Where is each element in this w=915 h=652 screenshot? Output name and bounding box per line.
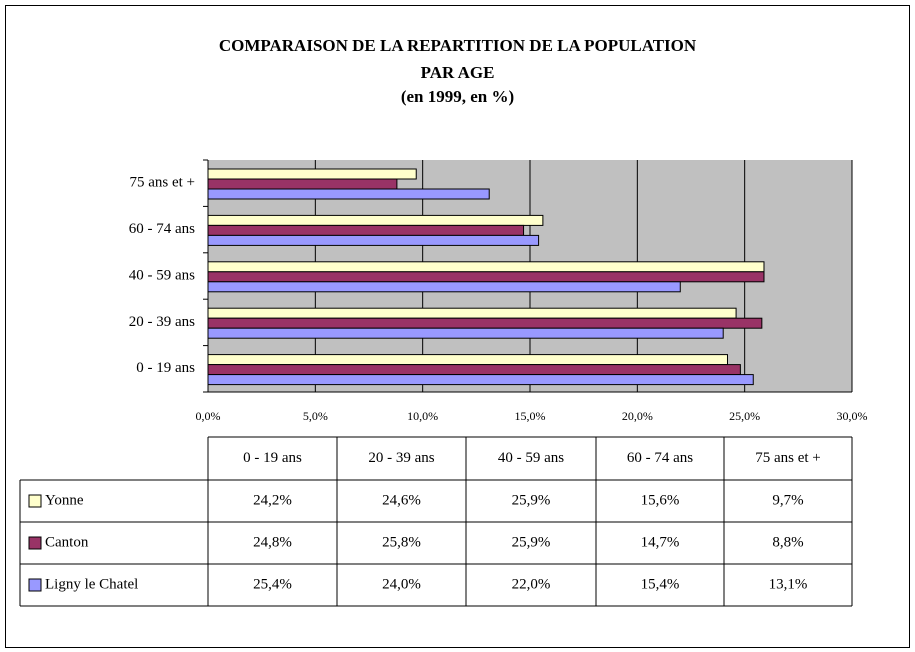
table-value: 15,6% [641,492,680,508]
y-tick-label: 60 - 74 ans [129,221,195,237]
legend-label: Canton [45,534,89,550]
x-tick-label: 15,0% [515,409,546,423]
table-header: 0 - 19 ans [243,450,302,466]
bar [207,364,741,376]
table-header: 20 - 39 ans [368,450,434,466]
y-tick-label: 40 - 59 ans [129,267,195,283]
table-value: 14,7% [641,534,680,550]
bar [207,281,681,293]
bar [207,354,728,366]
x-tick-label: 20,0% [622,409,653,423]
x-tick-label: 30,0% [837,409,868,423]
table-value: 22,0% [512,576,551,592]
x-tick-label: 0,0% [196,409,221,423]
bar [207,327,724,339]
y-tick-label: 0 - 19 ans [136,360,195,376]
table-value: 9,7% [772,492,803,508]
frame [5,5,910,648]
table-value: 25,9% [512,492,551,508]
bar [207,307,737,319]
bar [207,374,754,386]
bar [207,214,544,226]
chart-subtitle: (en 1999, en %) [400,87,515,106]
table-value: 24,2% [253,492,292,508]
bar [207,234,540,246]
table-header: 75 ans et + [755,450,821,466]
bar [207,261,765,273]
table-value: 25,9% [512,534,551,550]
table-value: 8,8% [772,534,803,550]
legend-swatch [28,494,42,508]
bar [207,178,398,190]
y-tick-label: 75 ans et + [129,175,195,191]
table-value: 13,1% [769,576,808,592]
legend-label: Ligny le Chatel [45,576,138,592]
legend-swatch [28,578,42,592]
x-tick-label: 25,0% [729,409,760,423]
table-value: 15,4% [641,576,680,592]
y-tick-label: 20 - 39 ans [129,314,195,330]
table-value: 25,4% [253,576,292,592]
table-value: 25,8% [382,534,421,550]
table-header: 60 - 74 ans [627,450,693,466]
table-header: 40 - 59 ans [498,450,564,466]
bar [207,168,417,180]
bar [207,224,525,236]
bar [207,317,763,329]
table-value: 24,0% [382,576,421,592]
table-value: 24,8% [253,534,292,550]
x-tick-label: 10,0% [407,409,438,423]
bar [207,271,765,283]
x-tick-label: 5,0% [303,409,328,423]
legend-swatch [28,536,42,550]
bar [207,188,490,200]
chart-title: COMPARAISON DE LA REPARTITION DE LA POPU… [218,36,697,82]
table-value: 24,6% [382,492,421,508]
legend-label: Yonne [45,492,84,508]
